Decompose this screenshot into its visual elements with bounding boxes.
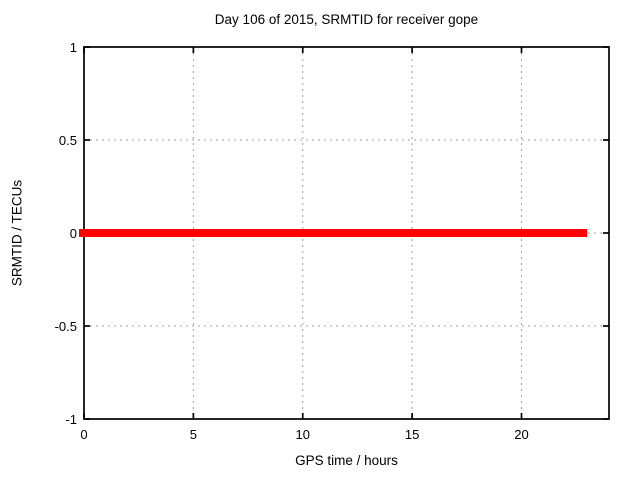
y-tick-label: 0 <box>69 225 77 241</box>
x-tick-label: 0 <box>80 427 88 442</box>
y-tick-label: 1 <box>69 39 77 55</box>
x-tick-label: 15 <box>404 427 420 442</box>
x-tick-label: 5 <box>189 427 197 442</box>
chart-title: Day 106 of 2015, SRMTID for receiver gop… <box>214 12 479 27</box>
x-tick-label: 20 <box>514 427 529 442</box>
y-tick-label: -0.5 <box>54 318 77 334</box>
x-tick-label: 10 <box>295 427 310 442</box>
x-axis-label: GPS time / hours <box>295 453 398 468</box>
y-tick-label: -1 <box>65 411 77 427</box>
y-tick-label: 0.5 <box>58 132 77 148</box>
